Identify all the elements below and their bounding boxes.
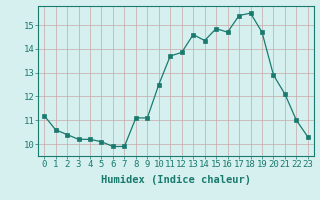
X-axis label: Humidex (Indice chaleur): Humidex (Indice chaleur) — [101, 175, 251, 185]
